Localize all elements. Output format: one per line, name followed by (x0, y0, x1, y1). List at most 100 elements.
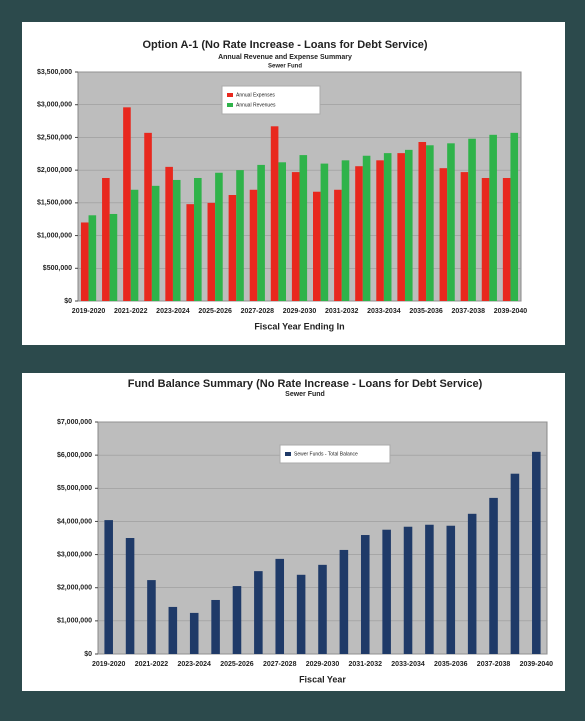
bar (489, 497, 498, 654)
y-tick-label: $3,500,000 (37, 69, 72, 76)
bar (104, 520, 113, 654)
x-tick-label: 2035-2036 (409, 308, 443, 315)
x-tick-label: 2025-2026 (220, 661, 254, 668)
x-tick-label: 2033-2034 (391, 661, 425, 668)
bar (125, 538, 135, 654)
bar (270, 126, 279, 301)
bar (425, 524, 434, 654)
bar (278, 162, 286, 301)
y-tick-label: $1,000,000 (37, 232, 72, 239)
x-tick-label: 2027-2028 (241, 308, 275, 315)
x-tick-label: 2035-2036 (434, 661, 468, 668)
bar (339, 549, 349, 654)
y-tick-label: $3,000,000 (37, 102, 72, 109)
bar (439, 168, 448, 301)
bar (109, 213, 118, 301)
y-tick-label: $1,500,000 (37, 200, 72, 207)
x-tick-label: 2039-2040 (494, 308, 528, 315)
bar (362, 155, 371, 301)
legend-label: Annual Expenses (236, 92, 275, 98)
bar (467, 513, 477, 654)
legend (279, 444, 391, 464)
x-tick-label: 2039-2040 (520, 661, 554, 668)
bar (334, 189, 342, 301)
bar (80, 222, 89, 301)
chart-subtitle: Annual Revenue and Expense Summary (218, 54, 352, 61)
bar (249, 189, 258, 301)
bar (144, 132, 152, 301)
x-tick-label: 2031-2032 (325, 308, 359, 315)
bar (502, 177, 511, 301)
bar (151, 185, 160, 301)
bar (186, 204, 195, 301)
bar (232, 586, 242, 654)
bar (172, 179, 181, 301)
y-tick-label: $2,000,000 (37, 167, 72, 174)
bar (88, 215, 97, 301)
x-tick-label: 2021-2022 (135, 661, 169, 668)
legend-label: Sewer Funds - Total Balance (294, 451, 358, 457)
y-tick-label: $7,000,000 (57, 419, 92, 426)
bar (481, 177, 490, 301)
y-tick-label: $5,000,000 (57, 485, 92, 492)
chart-title: Fund Balance Summary (No Rate Increase -… (128, 378, 483, 390)
y-tick-label: $2,500,000 (37, 134, 72, 141)
bar (168, 606, 178, 654)
bar (254, 571, 263, 654)
bar (447, 143, 455, 301)
x-tick-label: 2029-2030 (283, 308, 317, 315)
x-tick-label: 2037-2038 (452, 308, 486, 315)
x-tick-label: 2033-2034 (367, 308, 401, 315)
legend-swatch (227, 93, 233, 97)
bar (211, 599, 220, 654)
bar (291, 172, 300, 301)
bar (189, 612, 199, 654)
x-tick-label: 2021-2022 (114, 308, 148, 315)
bar (130, 189, 139, 301)
bar (102, 177, 110, 301)
x-tick-label: 2037-2038 (477, 661, 511, 668)
x-tick-label: 2019-2020 (72, 308, 106, 315)
bar (376, 160, 384, 301)
chart-title: Option A-1 (No Rate Increase - Loans for… (142, 39, 427, 51)
bar (360, 535, 370, 654)
y-tick-label: $2,000,000 (57, 585, 92, 592)
bar (296, 574, 306, 654)
bar (397, 153, 405, 301)
bar (228, 195, 237, 301)
bar (194, 177, 202, 301)
x-tick-label: 2019-2020 (92, 661, 126, 668)
bar (468, 138, 476, 301)
bar (510, 132, 519, 301)
bar (383, 153, 392, 301)
bar (207, 202, 216, 301)
bar (215, 172, 223, 301)
chart-subtitle: Sewer Fund (268, 64, 302, 70)
bar (147, 580, 156, 654)
y-tick-label: $0 (64, 298, 72, 305)
bar (299, 155, 308, 301)
bar (446, 525, 456, 654)
x-tick-label: 2031-2032 (349, 661, 383, 668)
x-axis-label: Fiscal Year Ending In (254, 321, 344, 331)
bar (426, 145, 434, 301)
legend-swatch (227, 103, 233, 107)
bar (275, 558, 285, 654)
bar (320, 163, 329, 301)
x-axis-label: Fiscal Year (299, 674, 346, 684)
bar (510, 473, 520, 654)
bar (382, 529, 391, 654)
legend-swatch (285, 452, 291, 456)
x-tick-label: 2027-2028 (263, 661, 297, 668)
legend-label: Annual Revenues (236, 102, 276, 108)
y-tick-label: $4,000,000 (57, 518, 92, 525)
bar (257, 164, 265, 301)
y-tick-label: $500,000 (43, 265, 72, 272)
bar (341, 160, 350, 301)
y-tick-label: $3,000,000 (57, 551, 92, 558)
x-tick-label: 2025-2026 (198, 308, 232, 315)
y-tick-label: $0 (84, 651, 92, 658)
bar (489, 134, 497, 301)
x-tick-label: 2023-2024 (156, 308, 190, 315)
